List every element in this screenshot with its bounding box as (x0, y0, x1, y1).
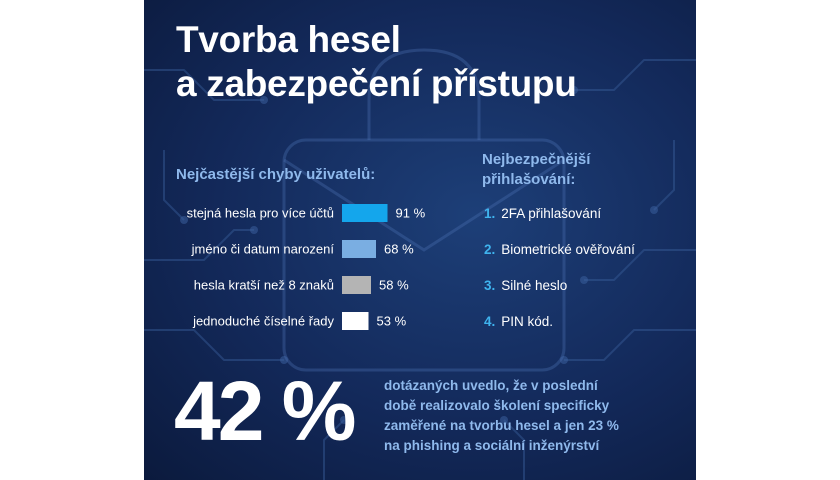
stat-description-line-3: zaměřené na tvorbu hesel a jen 23 % (384, 418, 619, 433)
title-line-1: Tvorba hesel (176, 19, 401, 60)
category-label: jednoduché číselné řady (192, 314, 334, 329)
list-item-number: 2. (484, 242, 496, 257)
page-title: Tvorba hesel a zabezpečení přístupu (176, 18, 577, 106)
mistakes-bar-chart: stejná hesla pro více účtů 91 % jméno či d… (187, 204, 426, 330)
stat-description-line-2: době realizovalo školení specificky (384, 398, 610, 413)
bar (342, 276, 371, 294)
stat-description-line-4: na phishing a sociální inženýrství (384, 438, 600, 453)
value-label: 58 % (379, 278, 409, 293)
title-line-2: a zabezpečení přístupu (176, 63, 577, 104)
circuit-background (144, 48, 696, 480)
infographic-panel: Tvorba hesel a zabezpečení přístupu Nejč… (144, 0, 696, 480)
value-label: 68 % (384, 242, 414, 257)
list-item-label: 2FA přihlašování (501, 206, 602, 221)
category-label: jméno či datum narození (191, 242, 335, 257)
bar (342, 312, 369, 330)
bar (342, 240, 376, 258)
stat-description-line-1: dotázaných uvedlo, že v poslední (384, 378, 598, 393)
list-item: 2. Biometrické ověřování (484, 240, 635, 276)
list-item: 1. 2FA přihlašování (484, 204, 635, 240)
safest-login-heading: Nejbezpečnější přihlašování: (482, 150, 590, 190)
common-mistakes-heading: Nejčastější chyby uživatelů: (176, 166, 376, 183)
safest-login-list: 1. 2FA přihlašování 2. Biometrické ověřová… (484, 204, 635, 348)
list-item-number: 1. (484, 206, 496, 221)
list-item-number: 4. (484, 314, 496, 329)
list-item: 4. PIN kód. (484, 312, 635, 348)
value-label: 53 % (377, 314, 407, 329)
stat-description: dotázaných uvedlo, že v poslední době re… (384, 376, 684, 456)
safest-login-heading-line-2: přihlašování: (482, 171, 576, 188)
list-item-label: Biometrické ověřování (501, 242, 635, 257)
category-label: stejná hesla pro více účtů (187, 206, 334, 221)
value-label: 91 % (396, 206, 426, 221)
category-label: hesla kratší než 8 znaků (194, 278, 334, 293)
list-item-label: Silné heslo (501, 278, 568, 293)
list-item-number: 3. (484, 278, 496, 293)
list-item-label: PIN kód. (501, 314, 554, 329)
big-stat-value: 42 % (174, 364, 356, 458)
list-item: 3. Silné heslo (484, 276, 635, 312)
bar (342, 204, 388, 222)
safest-login-heading-line-1: Nejbezpečnější (482, 151, 591, 168)
